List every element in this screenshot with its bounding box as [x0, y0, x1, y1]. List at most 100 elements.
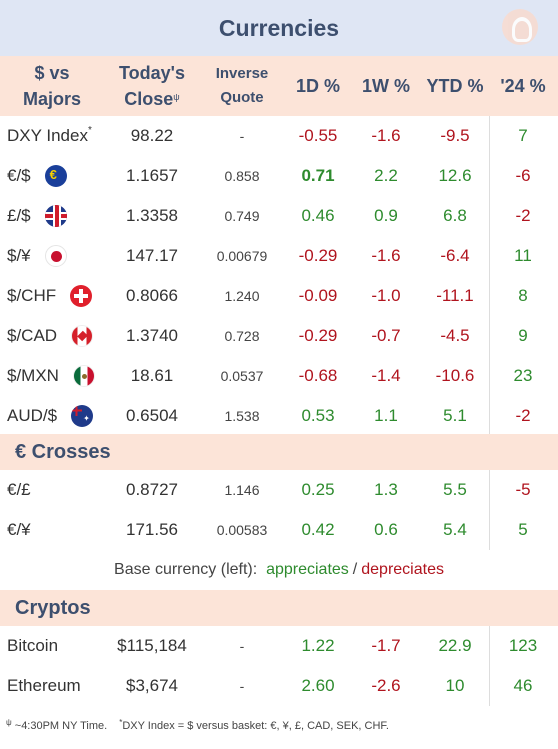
change-2024: 5: [518, 520, 528, 539]
row-name: $/CAD: [7, 316, 122, 356]
change-2024: 11: [514, 246, 532, 265]
table-row: Ethereum $3,674 - 2.60 -2.6 10 46: [0, 666, 558, 706]
close-value: 171.56: [126, 520, 178, 539]
close-value: 1.1657: [126, 166, 178, 185]
header-close-line2: Close: [124, 89, 174, 109]
canada-flag-icon: [71, 325, 94, 347]
close-value: 0.8727: [126, 480, 178, 499]
change-ytd: 5.1: [443, 406, 467, 425]
change-ytd: -10.6: [435, 366, 475, 385]
column-divider: [489, 470, 490, 550]
header-inverse: Inverse Quote: [200, 56, 284, 116]
legend-separator: /: [352, 561, 358, 578]
change-ytd: -4.5: [440, 326, 470, 345]
change-1d: 0.25: [301, 480, 335, 499]
header-name: $ vs Majors: [0, 56, 104, 116]
inverse-quote: 0.00583: [216, 522, 268, 538]
row-label: $/¥: [7, 246, 31, 265]
header-1w: 1W %: [361, 76, 410, 96]
change-2024: 123: [508, 636, 538, 655]
close-value: 18.61: [130, 366, 174, 385]
swiss-flag-icon: [70, 285, 93, 307]
row-label: Bitcoin: [7, 636, 59, 655]
footnote: ψ ~4:30PM NY Time. * DXY Index = $ versus …: [6, 716, 556, 736]
row-label: £/$: [7, 206, 31, 225]
change-1w: -1.6: [371, 126, 401, 145]
page-title: Currencies: [218, 14, 340, 41]
header-24: '24 %: [500, 76, 546, 96]
header-name-line1: $ vs: [34, 63, 70, 83]
table-row: DXY Index * 98.22 - -0.55 -1.6 -9.5 7: [0, 116, 558, 156]
eu-flag-icon: [44, 165, 67, 187]
row-marker: *: [87, 124, 92, 136]
change-ytd: -6.4: [440, 246, 470, 265]
change-1d: 0.53: [301, 406, 335, 425]
inverse-quote: 1.146: [224, 482, 260, 498]
change-ytd: 5.4: [443, 520, 467, 539]
row-name: £/$: [7, 196, 122, 236]
mexico-flag-icon: [72, 365, 95, 387]
table-row: $/MXN 18.61 0.0537 -0.68 -1.4 -10.6 23: [0, 356, 558, 396]
row-name: DXY Index *: [7, 116, 122, 156]
close-value: 0.6504: [126, 406, 178, 425]
close-value: 1.3358: [126, 206, 178, 225]
change-ytd: 22.9: [438, 636, 472, 655]
change-1d: -0.68: [298, 366, 338, 385]
inverse-quote: 0.00679: [216, 248, 268, 264]
change-1w: -0.7: [371, 326, 401, 345]
inverse-quote: 1.240: [224, 288, 260, 304]
change-1d: 0.71: [301, 166, 335, 185]
japan-flag-icon: [44, 245, 67, 267]
change-1w: -1.6: [371, 246, 401, 265]
header-ytd: YTD %: [426, 76, 484, 96]
change-ytd: 12.6: [438, 166, 472, 185]
change-1d: -0.55: [298, 126, 338, 145]
table-row: €/$ 1.1657 0.858 0.71 2.2 12.6 -6: [0, 156, 558, 196]
inverse-quote: -: [239, 638, 245, 654]
row-name: $/CHF: [7, 276, 122, 316]
change-2024: 23: [513, 366, 533, 385]
australia-flag-icon: [71, 405, 94, 427]
change-2024: -2: [515, 406, 531, 425]
column-divider: [489, 116, 490, 434]
change-2024: -6: [515, 166, 531, 185]
table-row: AUD/$ 0.6504 1.538 0.53 1.1 5.1 -2: [0, 396, 558, 436]
change-2024: 7: [518, 126, 528, 145]
change-ytd: -9.5: [440, 126, 470, 145]
inverse-quote: 1.538: [224, 408, 260, 424]
change-1w: -1.7: [371, 636, 401, 655]
row-label: €/$: [7, 166, 31, 185]
change-1d: -0.29: [298, 326, 338, 345]
change-1d: 0.42: [301, 520, 335, 539]
row-label: €/¥: [7, 520, 31, 539]
change-2024: -5: [515, 480, 531, 499]
close-value: $115,184: [117, 636, 187, 655]
table-header: $ vs Majors Today's Closeψ Inverse Quote 1D…: [0, 56, 558, 116]
change-2024: 9: [518, 326, 528, 345]
change-1w: 1.3: [374, 480, 398, 499]
row-name: AUD/$: [7, 396, 122, 436]
header-inverse-line1: Inverse: [215, 65, 269, 82]
footnote-marker-dxy: *: [119, 717, 123, 727]
row-label: $/CHF: [7, 286, 57, 305]
inverse-quote: 0.728: [224, 328, 260, 344]
change-1w: -1.0: [371, 286, 401, 305]
change-1d: 2.60: [301, 676, 335, 695]
change-ytd: 5.5: [443, 480, 467, 499]
footnote-marker-close: ψ: [6, 717, 12, 727]
row-name: €/$: [7, 156, 122, 196]
header-1d: 1D %: [295, 76, 340, 96]
header-close: Today's Closeψ: [104, 56, 200, 116]
close-value: 147.17: [126, 246, 178, 265]
change-ytd: 6.8: [443, 206, 467, 225]
row-name: $/MXN: [7, 356, 122, 396]
header-close-line1: Today's: [119, 63, 185, 83]
table-row: $/¥ 147.17 0.00679 -0.29 -1.6 -6.4 11: [0, 236, 558, 276]
change-1d: 1.22: [301, 636, 335, 655]
change-1w: -1.4: [371, 366, 401, 385]
close-value: 0.8066: [126, 286, 178, 305]
row-label: DXY Index: [7, 126, 88, 145]
legend-appreciates: appreciates: [266, 561, 349, 578]
uk-flag-icon: [44, 205, 67, 227]
table-row: €/£ 0.8727 1.146 0.25 1.3 5.5 -5: [0, 470, 558, 510]
